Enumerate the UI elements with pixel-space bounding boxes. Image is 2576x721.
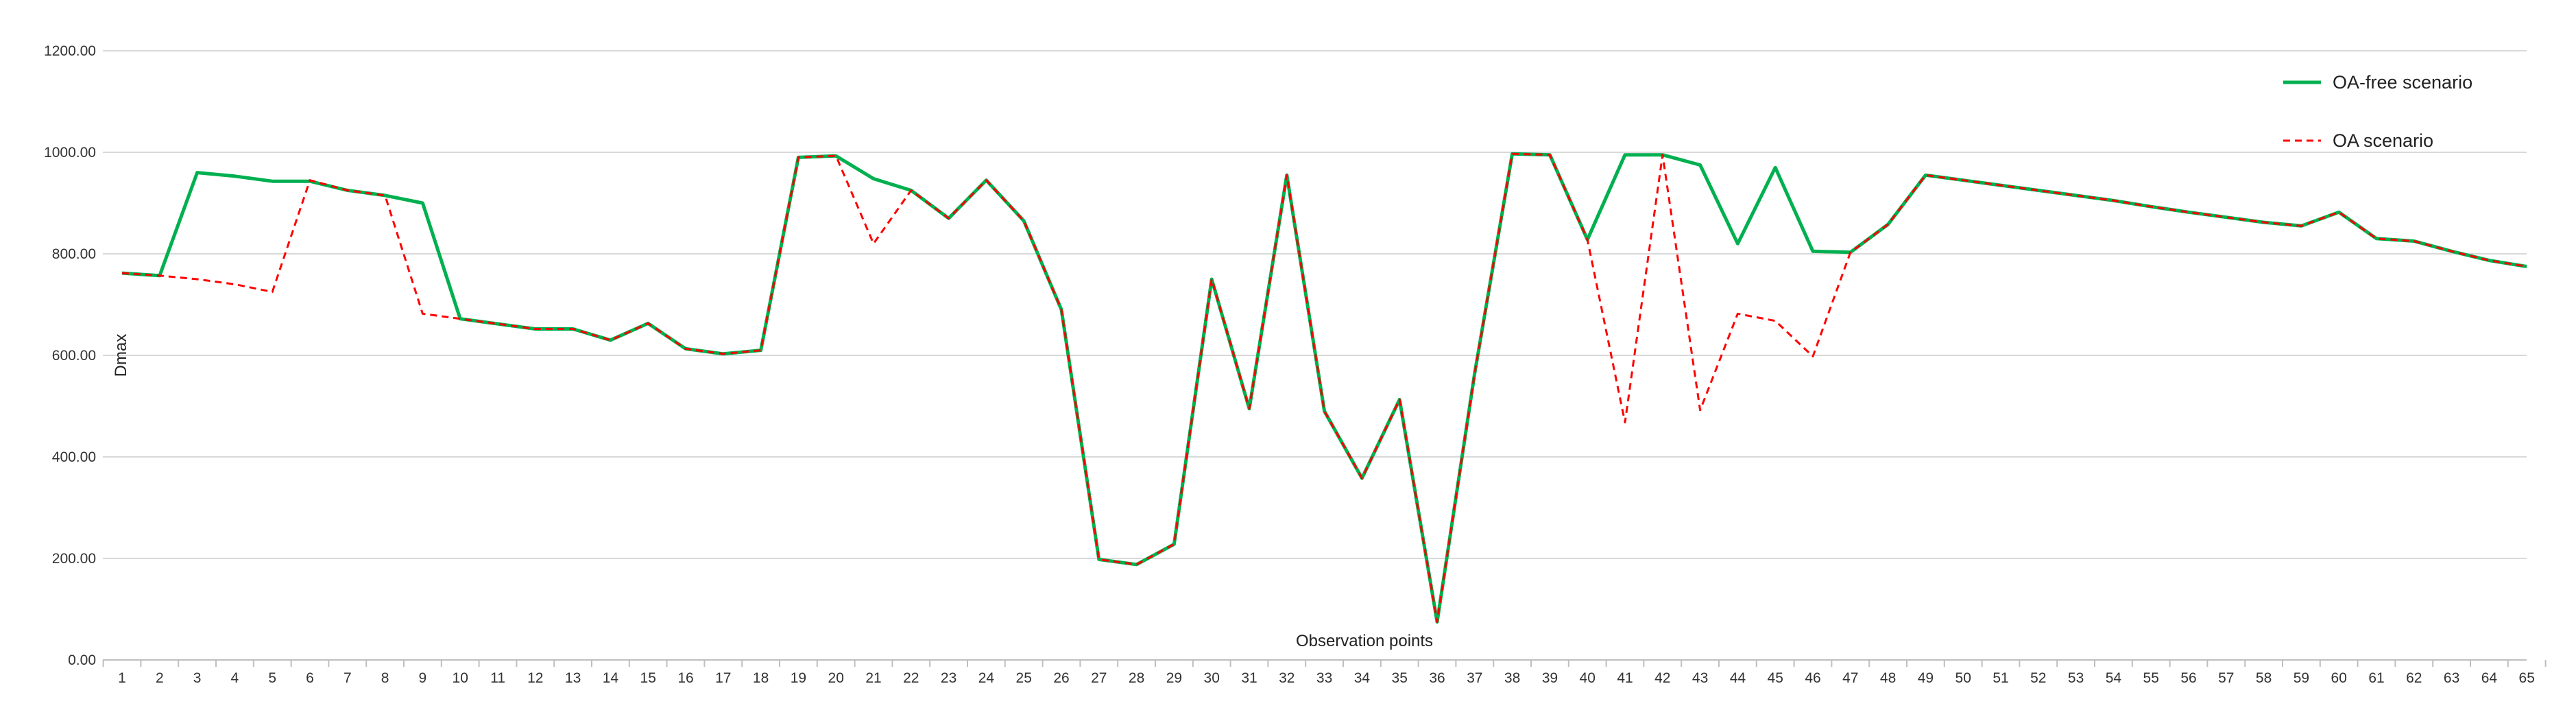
x-tick-label: 48: [1880, 670, 1896, 686]
x-tick-label: 13: [565, 670, 581, 686]
x-tick-label: 57: [2218, 670, 2234, 686]
x-tick-label: 58: [2256, 670, 2272, 686]
x-tick-label: 56: [2180, 670, 2196, 686]
x-tick-label: 30: [1204, 670, 1220, 686]
legend-label: OA scenario: [2333, 130, 2433, 151]
x-tick-label: 46: [1805, 670, 1820, 686]
x-tick-label: 19: [791, 670, 806, 686]
x-tick-label: 52: [2030, 670, 2046, 686]
x-tick-label: 51: [1993, 670, 2008, 686]
x-axis-title: Observation points: [1296, 632, 1433, 650]
x-tick-label: 14: [603, 670, 619, 686]
x-tick-label: 55: [2143, 670, 2159, 686]
x-tick-label: 5: [268, 670, 276, 686]
x-tick-label: 61: [2368, 670, 2384, 686]
y-axis-title: Dmax: [112, 334, 130, 377]
x-tick-label: 27: [1091, 670, 1107, 686]
x-tick-label: 20: [828, 670, 844, 686]
x-tick-label: 3: [193, 670, 202, 686]
x-axis-ticks: 1 2 3 4 5 6 7 8 9 10 11 12 13 14 15 16 17 18 19 20 21 22 23 24 2…: [102, 660, 2547, 686]
x-tick-label: 63: [2444, 670, 2459, 686]
series-line-oa-free-scenario: [121, 152, 2527, 624]
legend-label: OA-free scenario: [2333, 72, 2472, 93]
x-tick-label: 7: [344, 670, 352, 686]
x-tick-label: 39: [1542, 670, 1558, 686]
y-tick-label: 600.00: [52, 348, 96, 364]
x-tick-label: 47: [1842, 670, 1858, 686]
y-tick-label: 1200.00: [44, 43, 96, 59]
x-tick-label: 50: [1955, 670, 1971, 686]
x-tick-label: 40: [1580, 670, 1596, 686]
x-tick-label: 60: [2331, 670, 2347, 686]
x-tick-label: 23: [941, 670, 956, 686]
y-tick-label: 1000.00: [44, 145, 96, 161]
x-tick-label: 9: [419, 670, 427, 686]
x-tick-label: 17: [715, 670, 731, 686]
x-tick-label: 16: [677, 670, 693, 686]
x-tick-label: 18: [753, 670, 769, 686]
x-tick-label: 25: [1016, 670, 1032, 686]
series-lines: [121, 152, 2527, 624]
x-tick-label: 6: [306, 670, 314, 686]
x-tick-label: 8: [381, 670, 389, 686]
x-tick-label: 11: [490, 670, 505, 686]
x-tick-label: 34: [1354, 670, 1371, 686]
x-tick-label: 64: [2481, 670, 2498, 686]
y-tick-label: 0.00: [68, 652, 96, 668]
x-tick-label: 26: [1053, 670, 1069, 686]
x-tick-label: 35: [1392, 670, 1408, 686]
x-tick-label: 45: [1768, 670, 1783, 686]
x-tick-label: 41: [1617, 670, 1633, 686]
x-tick-label: 33: [1316, 670, 1332, 686]
x-tick-label: 21: [865, 670, 881, 686]
x-tick-label: 24: [978, 670, 995, 686]
y-tick-label: 200.00: [52, 551, 96, 567]
x-tick-label: 43: [1692, 670, 1708, 686]
x-tick-label: 59: [2294, 670, 2309, 686]
x-tick-label: 4: [231, 670, 239, 686]
x-tick-label: 36: [1429, 670, 1445, 686]
x-tick-label: 49: [1918, 670, 1934, 686]
x-tick-label: 10: [453, 670, 468, 686]
x-tick-label: 15: [640, 670, 656, 686]
x-tick-label: 65: [2519, 670, 2535, 686]
gridlines: [103, 50, 2527, 559]
x-tick-label: 32: [1279, 670, 1295, 686]
x-tick-label: 62: [2406, 670, 2422, 686]
x-tick-label: 22: [903, 670, 919, 686]
x-tick-label: 1: [118, 670, 126, 686]
x-tick-label: 42: [1654, 670, 1670, 686]
x-tick-label: 37: [1467, 670, 1482, 686]
series-line-oa-scenario: [121, 152, 2527, 623]
x-tick-label: 12: [527, 670, 543, 686]
x-tick-label: 2: [156, 670, 164, 686]
x-tick-label: 38: [1504, 670, 1520, 686]
x-tick-label: 44: [1730, 670, 1746, 686]
y-tick-label: 800.00: [52, 246, 96, 262]
x-tick-label: 54: [2106, 670, 2122, 686]
y-axis-ticks: 0.00 200.00 400.00 600.00 800.00 1000.00 1200.…: [44, 43, 96, 668]
x-tick-label: 29: [1166, 670, 1182, 686]
y-tick-label: 400.00: [52, 449, 96, 465]
legend: OA-free scenario OA scenario: [2283, 72, 2472, 151]
x-tick-label: 31: [1241, 670, 1257, 686]
x-tick-label: 53: [2068, 670, 2084, 686]
x-tick-label: 28: [1129, 670, 1144, 686]
